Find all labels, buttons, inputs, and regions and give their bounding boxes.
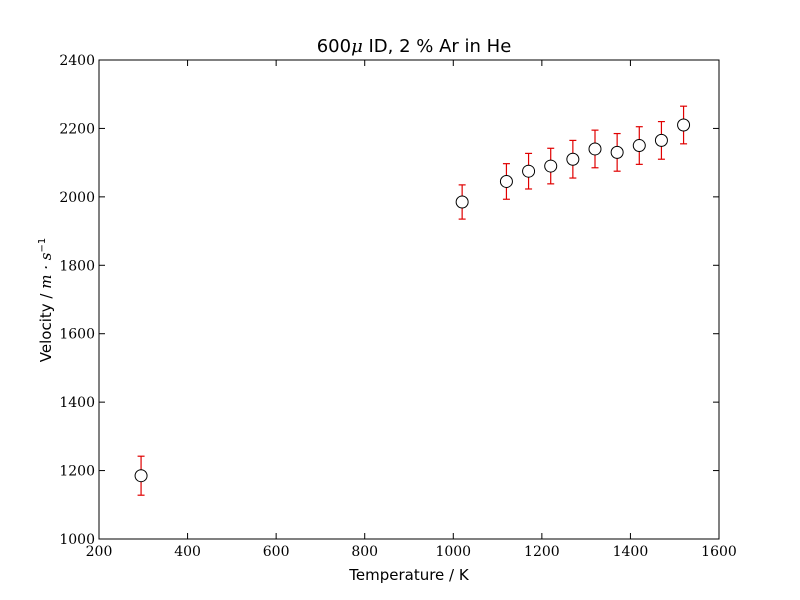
plot-area: 200 400 600 800 1000 1200 1400 1600 1000 1200 1400… bbox=[59, 53, 736, 560]
y-tick-label: 1200 bbox=[59, 464, 95, 480]
x-tick-label: 1600 bbox=[701, 544, 737, 560]
x-tick-label: 1200 bbox=[524, 544, 560, 560]
x-tick-label: 200 bbox=[86, 544, 113, 560]
x-tick-label: 600 bbox=[263, 544, 290, 560]
data-point bbox=[455, 195, 469, 209]
x-tick-label: 400 bbox=[174, 544, 201, 560]
x-tick-label: 800 bbox=[351, 544, 378, 560]
y-tick-label: 1800 bbox=[59, 258, 95, 274]
plot-frame bbox=[98, 59, 720, 540]
y-tick-label: 1600 bbox=[59, 327, 95, 343]
data-point bbox=[566, 152, 580, 166]
y-tick-label: 1000 bbox=[59, 532, 95, 548]
data-point bbox=[654, 133, 668, 147]
data-point bbox=[544, 159, 558, 173]
data-point bbox=[588, 142, 602, 156]
x-tick-label: 1000 bbox=[435, 544, 471, 560]
data-point bbox=[632, 139, 646, 153]
y-tick-label: 2400 bbox=[59, 53, 95, 69]
data-point bbox=[499, 174, 513, 188]
y-axis-label: Velocity / m · s−1 bbox=[37, 238, 55, 362]
chart-title: 600μ ID, 2 % Ar in He bbox=[317, 36, 512, 57]
y-tick-label: 2000 bbox=[59, 190, 95, 206]
x-axis-label: Temperature / K bbox=[348, 566, 470, 584]
y-tick-label: 2200 bbox=[59, 121, 95, 137]
data-point bbox=[677, 118, 691, 132]
x-tick-label: 1400 bbox=[613, 544, 649, 560]
data-point bbox=[134, 469, 148, 483]
data-point bbox=[522, 164, 536, 178]
y-tick-label: 1400 bbox=[59, 395, 95, 411]
data-point bbox=[610, 145, 624, 159]
